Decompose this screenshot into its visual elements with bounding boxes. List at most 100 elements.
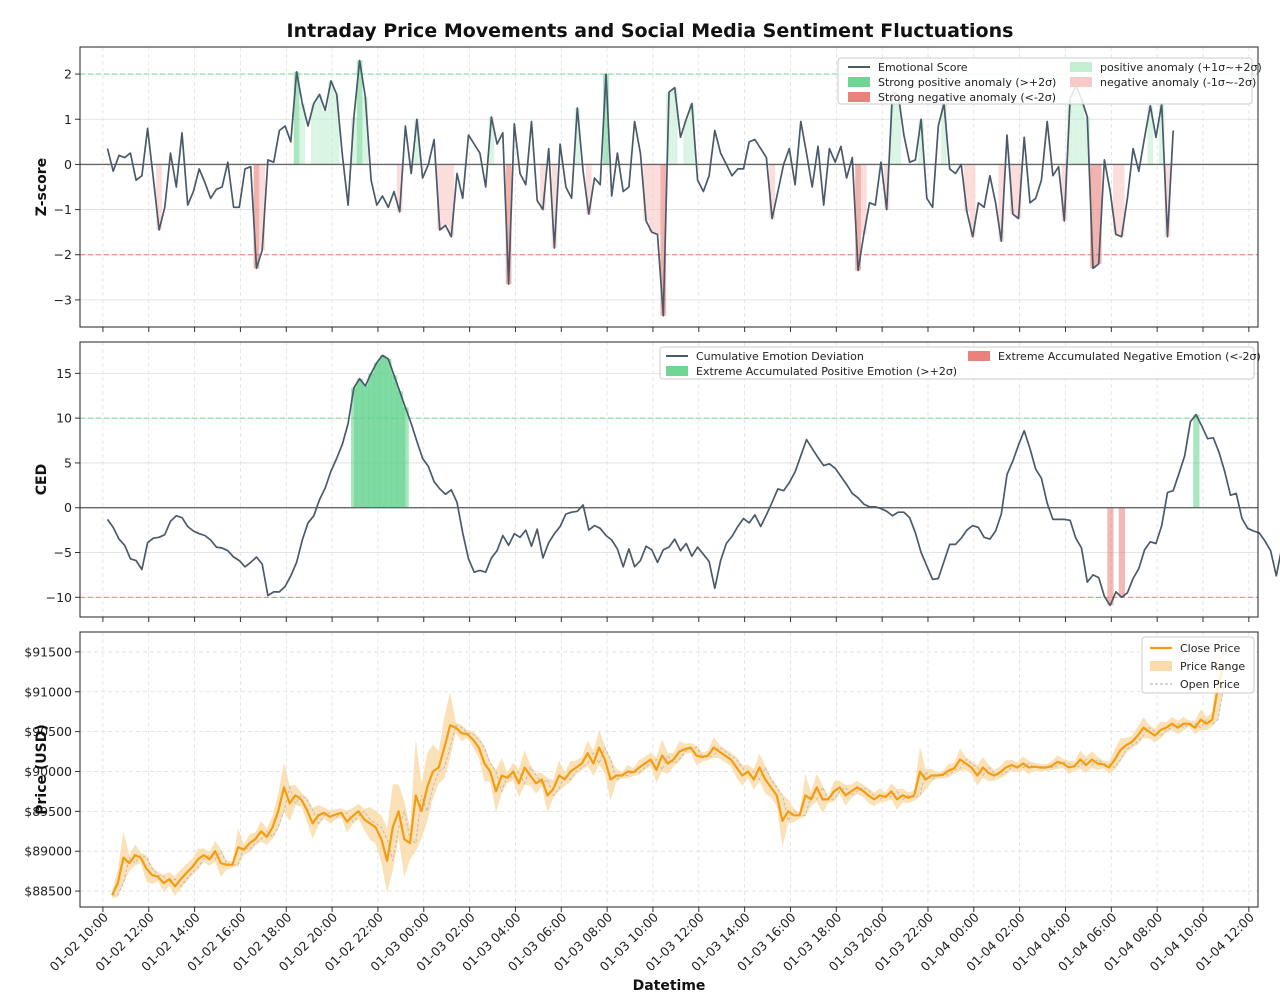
legend-box xyxy=(837,57,1253,105)
positive-anomaly-fill xyxy=(333,94,340,165)
y-tick-label: $91500 xyxy=(24,644,72,659)
legend-swatch xyxy=(848,92,870,102)
axes-frame xyxy=(79,46,1259,328)
open-price-line xyxy=(112,687,1225,896)
legend-swatch xyxy=(968,351,990,361)
legend-swatch xyxy=(666,366,688,376)
positive-anomaly-fill xyxy=(895,94,902,165)
extreme-negative-fill xyxy=(1118,507,1126,598)
negative-anomaly-fill xyxy=(883,164,890,210)
y-tick-label: −3 xyxy=(54,292,72,307)
extreme-positive-region xyxy=(353,355,406,508)
positive-anomaly-fill xyxy=(689,103,695,165)
positive-anomaly-fill xyxy=(362,96,369,165)
negative-anomaly-fill xyxy=(259,164,266,251)
x-axis-label: Datetime xyxy=(633,978,706,994)
legend-swatch xyxy=(848,77,870,87)
negative-anomaly-fill xyxy=(1009,164,1016,215)
legend-label: negative anomaly (-1σ~-2σ) xyxy=(1100,76,1256,89)
negative-anomaly-fill xyxy=(253,164,260,269)
positive-anomaly-fill xyxy=(1147,105,1154,165)
y-tick-label: 1 xyxy=(64,112,72,127)
positive-anomaly-fill xyxy=(889,92,896,165)
extreme-negative-fill xyxy=(1107,507,1114,606)
y-tick-label: $90500 xyxy=(24,724,72,739)
y-tick-label: −5 xyxy=(54,545,72,560)
positive-anomaly-fill xyxy=(1084,117,1091,165)
negative-anomaly-fill xyxy=(442,164,449,226)
legend-label: Cumulative Emotion Deviation xyxy=(696,350,864,363)
emotional-score-line xyxy=(106,59,1175,317)
negative-anomaly-fill xyxy=(643,164,649,221)
negative-anomaly-fill xyxy=(156,164,162,230)
zscore-panel: −3 −2 −1 0 1 2 Z-score Emotional Score Strong po… xyxy=(34,46,1262,332)
y-tick-label: $88500 xyxy=(24,884,72,899)
positive-anomaly-fill xyxy=(299,103,306,165)
y-tick-label: 0 xyxy=(64,157,72,172)
positive-anomaly-fill xyxy=(322,110,329,165)
positive-anomaly-fill xyxy=(671,87,678,165)
positive-anomaly-fill xyxy=(1078,98,1085,165)
legend-label: Close Price xyxy=(1180,642,1241,655)
negative-anomaly-fill xyxy=(1118,164,1125,237)
positive-anomaly-fill xyxy=(293,71,300,165)
y-tick-label: 5 xyxy=(64,455,72,470)
negative-anomaly-fill xyxy=(551,164,558,248)
positive-anomaly-fill xyxy=(1067,98,1073,165)
negative-anomaly-fill xyxy=(505,164,512,285)
positive-anomaly-fill xyxy=(488,117,495,165)
negative-anomaly-fill xyxy=(540,164,546,210)
extreme-positive-fill xyxy=(402,407,409,508)
y-axis-label: CED xyxy=(34,464,50,495)
positive-anomaly-fill xyxy=(316,94,323,165)
negative-anomaly-fill xyxy=(1095,164,1102,264)
negative-anomaly-fill xyxy=(1015,164,1022,219)
y-tick-label: −1 xyxy=(54,202,72,217)
y-tick-label: −10 xyxy=(46,590,72,605)
legend-label: Open Price xyxy=(1180,678,1240,691)
y-tick-label: 10 xyxy=(56,411,72,426)
y-tick-label: 2 xyxy=(64,67,72,82)
positive-anomaly-fill xyxy=(574,107,581,165)
legend-swatch xyxy=(1070,62,1092,72)
negative-anomaly-fill xyxy=(1061,164,1068,221)
y-tick-label: 0 xyxy=(64,500,72,515)
legend-swatch xyxy=(1070,77,1092,87)
positive-anomaly-fill xyxy=(1158,103,1165,165)
negative-anomaly-fill xyxy=(1090,164,1096,269)
legend-label: Extreme Accumulated Positive Emotion (>+… xyxy=(696,365,957,378)
positive-anomaly-fill xyxy=(351,117,357,165)
negative-anomaly-fill xyxy=(585,164,592,215)
negative-anomaly-fill xyxy=(860,164,867,235)
y-tick-label: $90000 xyxy=(24,764,72,779)
y-tick-label: $91000 xyxy=(24,684,72,699)
negative-anomaly-fill xyxy=(998,164,1005,242)
legend-box xyxy=(1141,636,1255,694)
positive-anomaly-fill xyxy=(683,119,690,165)
negative-anomaly-fill xyxy=(969,164,976,237)
negative-anomaly-fill xyxy=(1164,164,1171,237)
negative-anomaly-fill xyxy=(648,164,655,233)
legend-box xyxy=(659,346,1255,380)
ced-line xyxy=(106,354,1280,607)
negative-anomaly-fill xyxy=(396,164,403,212)
positive-anomaly-fill xyxy=(1072,85,1079,165)
legend-label: Price Range xyxy=(1180,660,1245,673)
legend-swatch xyxy=(1150,661,1172,671)
chart-title: Intraday Price Movements and Social Medi… xyxy=(287,20,1014,42)
positive-anomaly-fill xyxy=(918,119,924,165)
axes-frame xyxy=(79,341,1259,618)
positive-anomaly-fill xyxy=(310,103,317,165)
y-axis-label: Price (USD) xyxy=(34,724,50,815)
negative-anomaly-fill xyxy=(1113,164,1119,235)
y-tick-label: $89000 xyxy=(24,844,72,859)
legend-label: Strong negative anomaly (<-2σ) xyxy=(878,91,1056,104)
y-tick-label: −2 xyxy=(54,247,72,262)
negative-anomaly-fill xyxy=(769,164,775,219)
y-tick-label: $89500 xyxy=(24,804,72,819)
legend-label: positive anomaly (+1σ~+2σ) xyxy=(1100,61,1262,74)
negative-anomaly-fill xyxy=(654,164,661,235)
y-axis-label: Z-score xyxy=(34,158,50,216)
negative-anomaly-fill xyxy=(855,164,861,271)
